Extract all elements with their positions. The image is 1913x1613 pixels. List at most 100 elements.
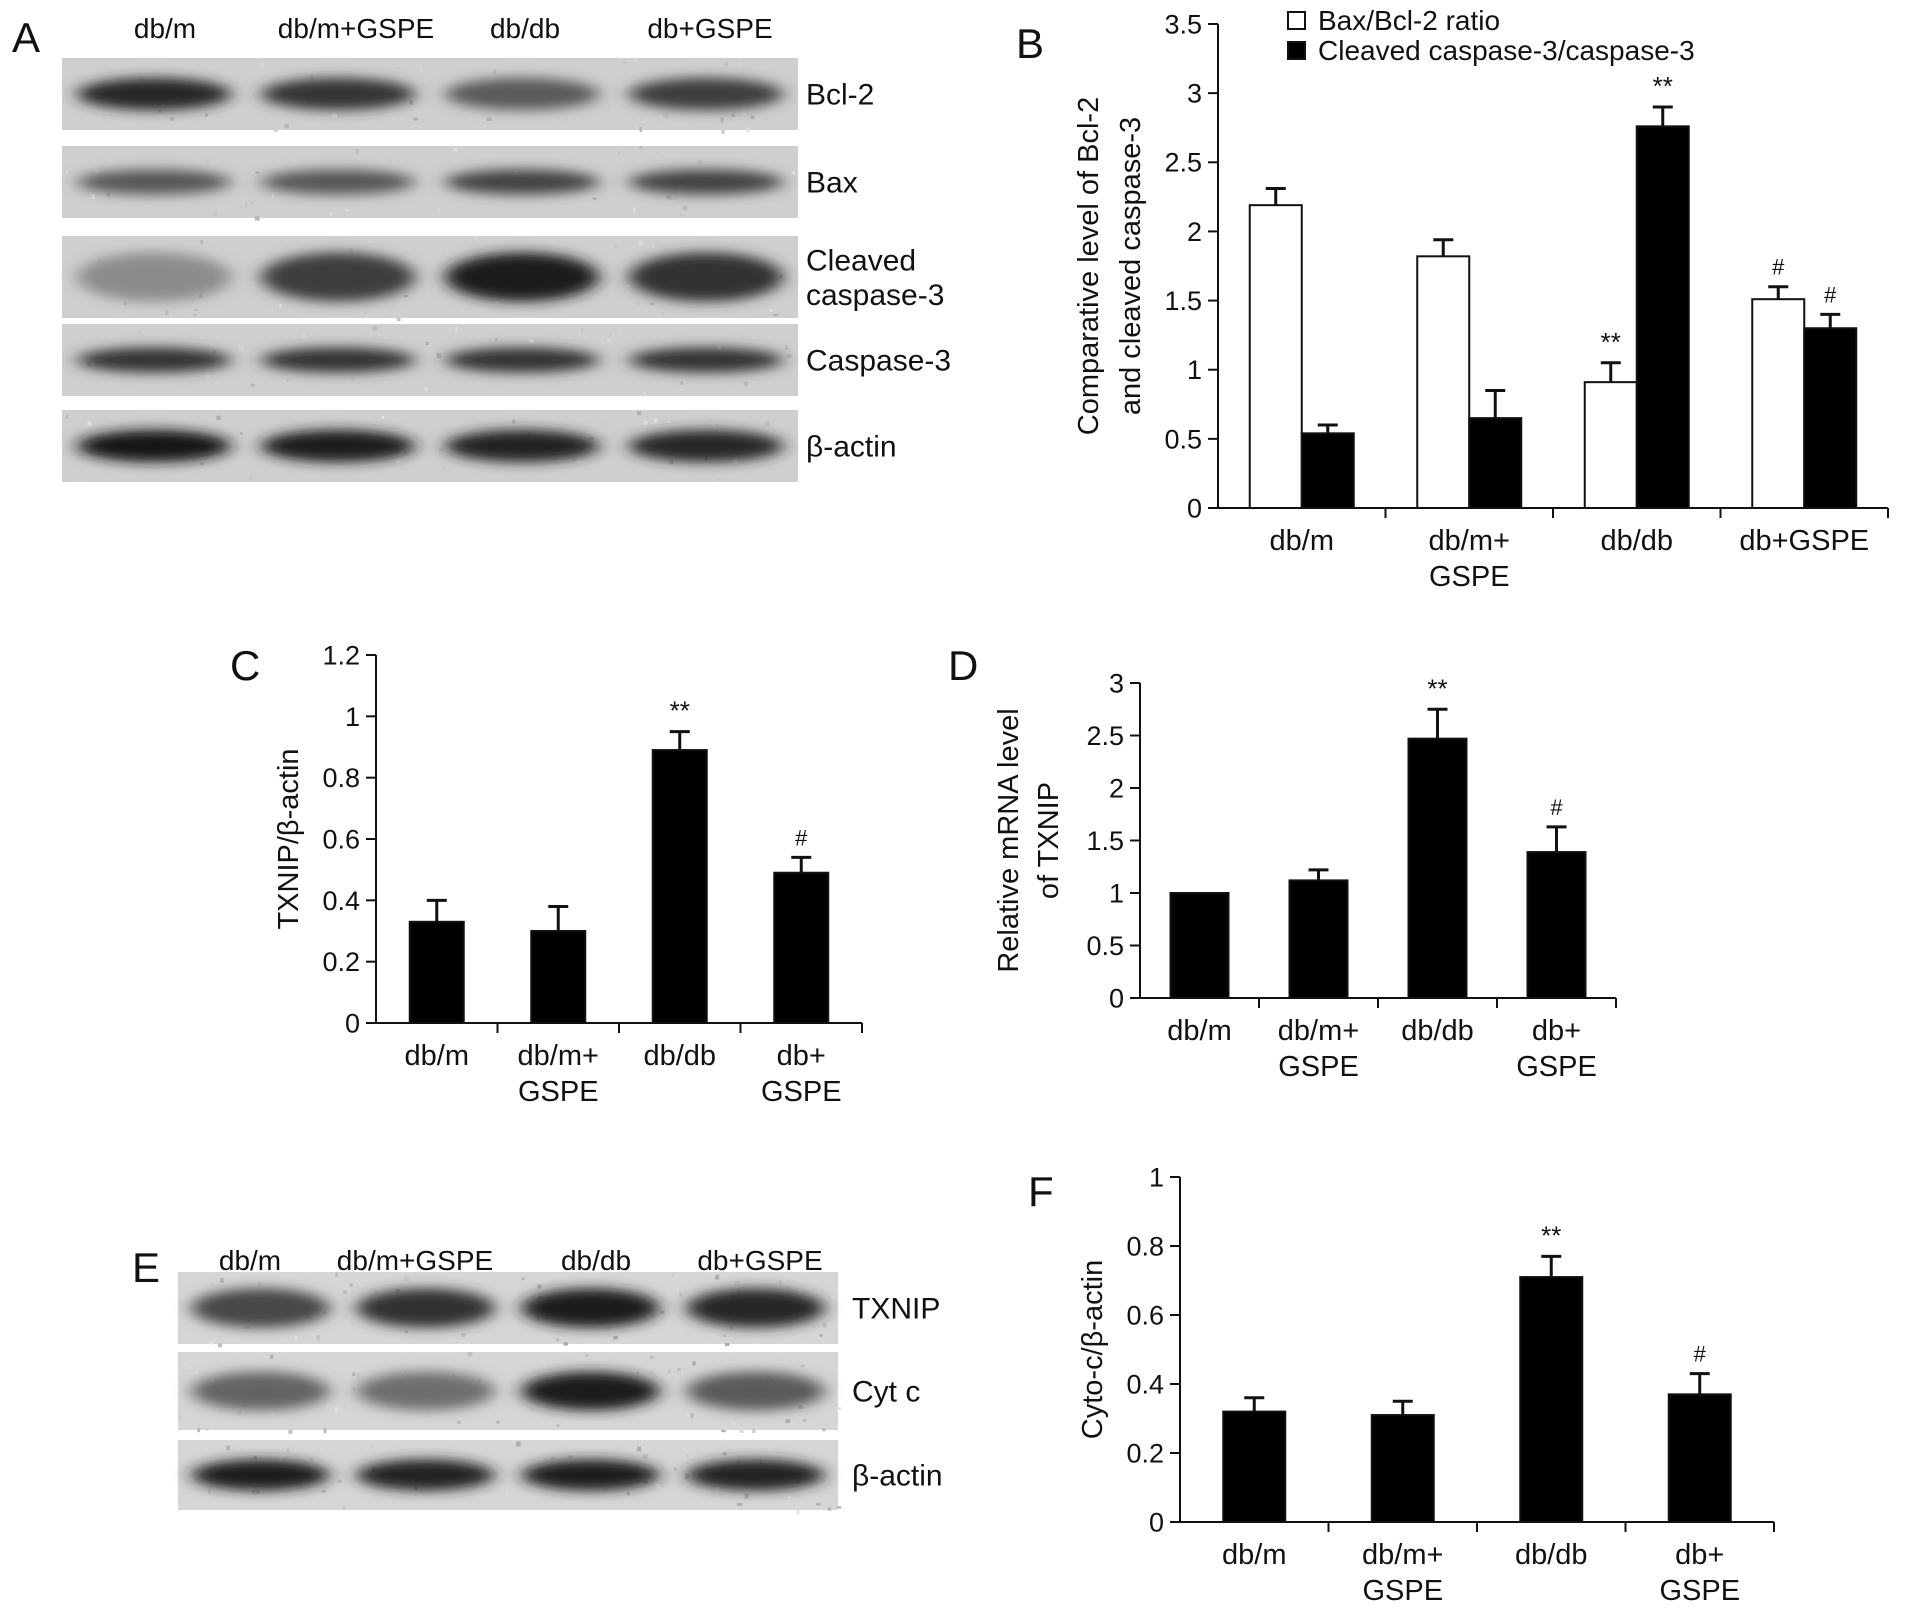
blot-speckle	[698, 159, 703, 164]
y-tick-label: 0.8	[322, 763, 360, 793]
blot-speckle	[556, 1424, 560, 1427]
blot-speckle	[762, 456, 766, 460]
bar	[408, 920, 465, 1024]
blot-speckle	[718, 1492, 724, 1498]
blot-speckle	[649, 302, 655, 305]
blot-band	[686, 1371, 825, 1411]
blot-speckle	[752, 1428, 756, 1434]
significance-label: #	[1772, 255, 1785, 280]
x-tick-label: db/m	[405, 1040, 469, 1072]
bar	[1635, 125, 1690, 510]
blot-speckle	[213, 350, 216, 354]
blot-speckle	[622, 61, 627, 65]
blot-speckle	[400, 1371, 405, 1374]
blot-band	[356, 1288, 495, 1328]
bar	[530, 930, 587, 1024]
panel-letter-e: E	[132, 1244, 160, 1291]
blot-speckle	[396, 460, 401, 463]
blot-speckle	[802, 1419, 807, 1422]
blot-speckle	[822, 1323, 827, 1328]
x-tick-label: db/m	[1167, 1015, 1231, 1047]
blot-speckle	[800, 1364, 805, 1368]
blot-speckle	[316, 1335, 321, 1340]
blot-speckle	[636, 1371, 640, 1375]
x-tick-label: db/db	[643, 1040, 716, 1072]
blot-band	[191, 1459, 330, 1491]
blot-speckle	[349, 1283, 353, 1287]
blot-row-label: Bax	[806, 167, 858, 200]
blot-speckle	[563, 1342, 569, 1346]
blot-speckle	[670, 199, 674, 203]
blot-speckle	[474, 236, 477, 241]
y-tick-label: 0.4	[322, 886, 360, 916]
x-tick-label: db/m	[1270, 525, 1334, 557]
blot-speckle	[677, 1368, 681, 1372]
lane-label: db/m+GSPE	[337, 1245, 493, 1276]
blot-band	[521, 1288, 660, 1328]
blot-speckle	[682, 205, 688, 211]
blot-speckle	[521, 1277, 525, 1280]
blot-band	[628, 252, 784, 302]
blot-speckle	[200, 462, 204, 466]
significance-label: #	[1824, 282, 1837, 307]
blot-speckle	[785, 1286, 791, 1289]
blot-speckle	[537, 1284, 542, 1289]
blot-speckle	[204, 374, 210, 378]
blot-speckle	[680, 381, 683, 385]
blot-speckle	[205, 113, 208, 117]
blot-speckle	[505, 1488, 508, 1492]
bar	[651, 749, 708, 1024]
blot-speckle	[310, 75, 314, 81]
blot-speckle	[190, 1476, 194, 1482]
blot-speckle	[106, 192, 111, 197]
bar	[1288, 879, 1349, 1000]
x-tick-label: db/m+	[1278, 1015, 1359, 1047]
y-axis-label: and cleaved caspase-3	[1115, 117, 1147, 415]
blot-speckle	[403, 294, 409, 297]
chart-d: 0 0.5 1 1.5 2 2.5 3 Relative mRNA level of TXNIP…	[993, 668, 1617, 1083]
blot-speckle	[663, 113, 669, 119]
y-tick-label: 1	[1149, 1162, 1164, 1192]
blot-band	[191, 1371, 330, 1411]
y-axis-label: of TXNIP	[1033, 782, 1065, 899]
blot-speckle	[638, 241, 644, 246]
blot-speckle	[381, 416, 384, 420]
y-tick-label: 1.2	[322, 640, 360, 670]
blot-speckle	[418, 1329, 423, 1334]
blot-speckle	[669, 459, 674, 465]
blot-speckle	[244, 1326, 250, 1329]
blot-speckle	[715, 423, 718, 427]
legend-swatch	[1287, 41, 1306, 60]
blot-speckle	[251, 1490, 256, 1495]
y-tick-label: 0.4	[1126, 1369, 1164, 1399]
blot-band	[76, 429, 232, 463]
blot-speckle	[732, 1421, 736, 1426]
blot-speckle	[739, 62, 742, 67]
blot-speckle	[278, 304, 283, 308]
blot-speckle	[217, 1343, 223, 1348]
blot-speckle	[249, 476, 253, 480]
blot-speckle	[536, 1288, 540, 1292]
blot-speckle	[585, 69, 588, 73]
y-tick-label: 0.6	[322, 824, 360, 854]
x-tick-label: db/m+	[1429, 525, 1510, 557]
blot-speckle	[240, 431, 243, 435]
blot-speckle	[181, 159, 185, 165]
x-tick-label: GSPE	[1516, 1051, 1597, 1083]
x-tick-label: db+	[1675, 1539, 1724, 1571]
blot-speckle	[607, 1327, 611, 1331]
x-tick-label: db/m+	[1362, 1539, 1443, 1571]
blot-speckle	[348, 412, 352, 418]
panel-letter-c: C	[230, 642, 260, 689]
blot-speckle	[279, 1457, 283, 1462]
lane-label: db+GSPE	[697, 1245, 822, 1276]
blot-speckle	[716, 345, 722, 350]
blot-speckle	[543, 1363, 547, 1368]
blot-speckle	[405, 1330, 408, 1334]
blot-speckle	[256, 1490, 260, 1495]
blot-speckle	[607, 338, 611, 342]
blot-band	[76, 77, 232, 111]
blot-speckle	[627, 1491, 630, 1496]
blot-speckle	[642, 391, 647, 396]
blot-speckle	[157, 109, 162, 113]
